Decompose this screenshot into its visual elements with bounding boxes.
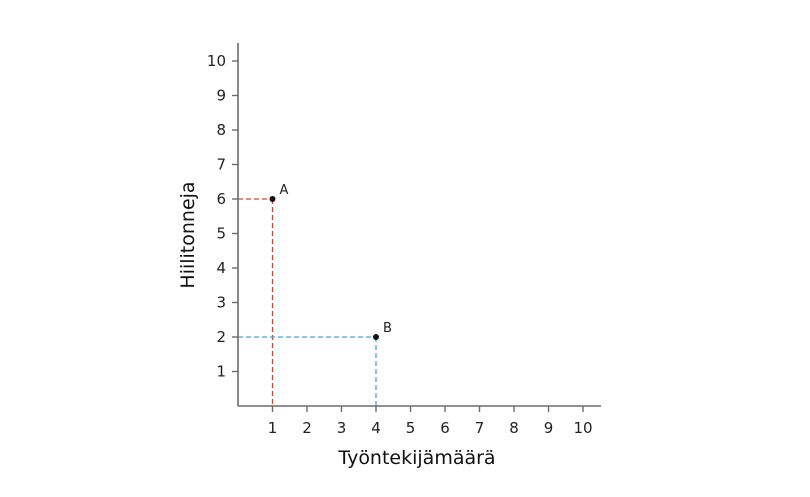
y-tick-label: 1 — [216, 363, 226, 381]
point-a — [269, 196, 276, 202]
x-axis-ticks: 1 2 3 4 5 6 7 8 9 10 — [268, 406, 593, 437]
x-tick-label: 4 — [371, 419, 381, 437]
y-axis-title: Hiilitonneja — [177, 181, 199, 288]
x-tick-label: 5 — [406, 419, 416, 437]
x-axis-title: Työntekijämäärä — [337, 447, 495, 469]
y-tick-label: 5 — [216, 225, 226, 243]
point-b — [373, 334, 379, 340]
y-tick-label: 7 — [216, 156, 226, 174]
guide-lines — [238, 198, 377, 406]
x-tick-label: 7 — [475, 419, 485, 437]
x-tick-label: 10 — [573, 419, 592, 437]
y-tick-label: 10 — [207, 52, 226, 70]
data-points: AB — [269, 183, 392, 340]
x-tick-label: 2 — [302, 419, 312, 437]
axes — [237, 43, 601, 407]
y-tick-label: 8 — [216, 121, 226, 139]
x-tick-label: 3 — [337, 419, 347, 437]
x-tick-label: 6 — [440, 419, 450, 437]
y-tick-label: 3 — [216, 294, 226, 312]
y-tick-label: 2 — [216, 328, 226, 346]
y-tick-label: 4 — [216, 259, 226, 277]
x-tick-label: 8 — [509, 419, 519, 437]
point-label-a: A — [280, 183, 289, 198]
x-tick-label: 9 — [544, 419, 554, 437]
y-axis-ticks: 1 2 3 4 5 6 7 8 9 10 — [207, 52, 238, 381]
point-label-b: B — [383, 321, 392, 336]
y-tick-label: 9 — [216, 87, 226, 105]
y-tick-label: 6 — [216, 190, 226, 208]
x-tick-label: 1 — [268, 419, 278, 437]
